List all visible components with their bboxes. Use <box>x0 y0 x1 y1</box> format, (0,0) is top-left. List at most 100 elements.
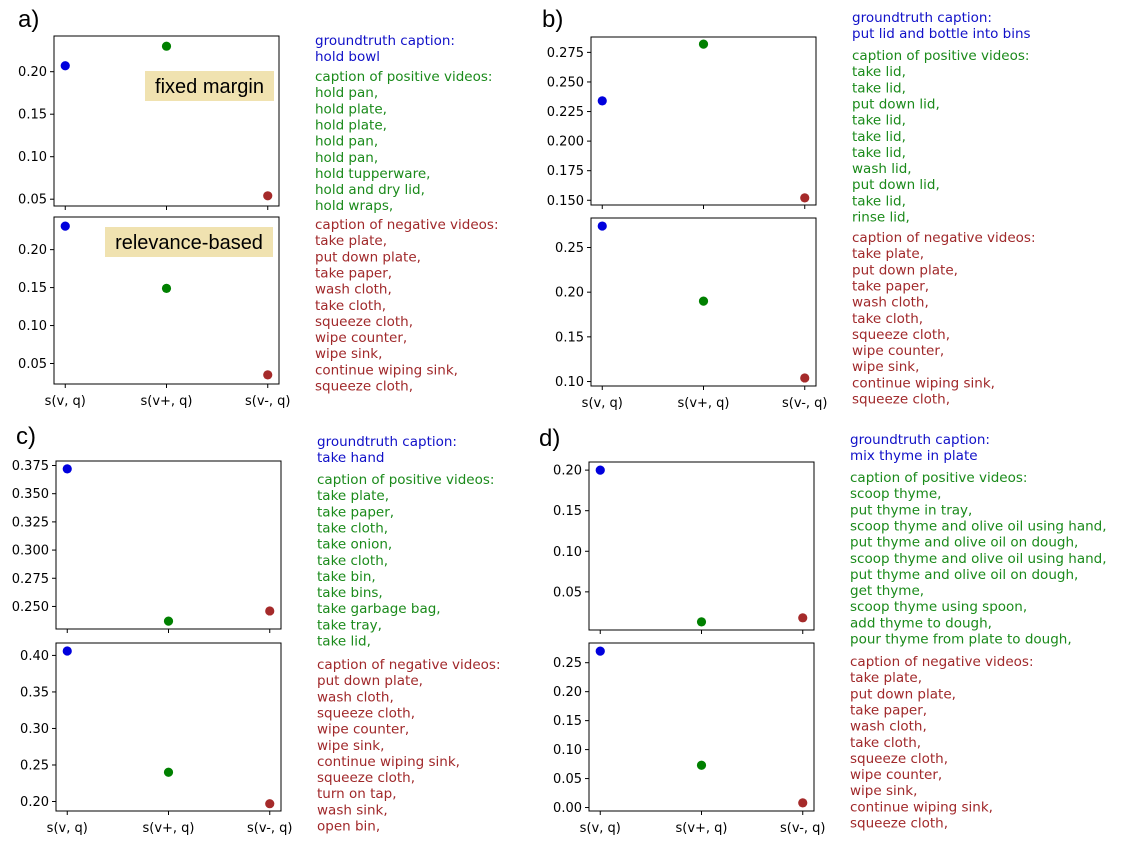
caption-block: groundtruth caption:take hand caption of … <box>317 434 501 835</box>
data-point <box>263 370 273 380</box>
data-point <box>62 464 72 474</box>
negative-header: caption of negative videos: <box>850 654 1034 670</box>
y-tick-label: 0.25 <box>553 656 582 671</box>
negative-caption: wash cloth, <box>315 282 392 298</box>
y-tick-label: 0.225 <box>547 105 584 120</box>
negative-caption: wipe sink, <box>315 346 382 362</box>
y-tick-label: 0.20 <box>555 286 584 301</box>
positive-caption: hold tupperware, <box>315 166 430 182</box>
positive-caption: get thyme, <box>850 583 924 599</box>
y-tick-label: 0.30 <box>20 722 49 737</box>
data-point <box>798 798 808 808</box>
chart-1: 0.05 0.10 0.15 0.20 fixed margin <box>18 35 280 210</box>
positive-caption: take onion, <box>317 537 392 553</box>
positive-caption: take bins, <box>317 585 383 601</box>
negative-caption: squeeze cloth, <box>852 327 950 343</box>
data-point <box>698 296 709 306</box>
negative-caption: continue wiping sink, <box>315 362 458 378</box>
negative-caption: squeeze cloth, <box>850 816 948 832</box>
x-tick-label: s(v, q) <box>45 394 86 409</box>
negative-caption: squeeze cloth, <box>315 314 413 330</box>
negative-caption: take plate, <box>850 670 922 686</box>
y-tick-label: 0.350 <box>12 487 49 502</box>
y-tick-label: 0.250 <box>547 75 584 90</box>
y-tick-label: 0.05 <box>553 772 582 787</box>
groundtruth-caption: take hand <box>317 450 384 466</box>
x-tick-label: s(v-, q) <box>782 396 827 411</box>
negative-header: caption of negative videos: <box>315 217 499 233</box>
groundtruth-header: groundtruth caption: <box>317 434 457 450</box>
y-tick-label: 0.150 <box>547 194 584 209</box>
data-point <box>595 646 605 656</box>
data-point <box>800 193 810 203</box>
negative-caption: put down plate, <box>850 686 956 702</box>
negative-caption: take plate, <box>852 246 924 262</box>
plot-frame <box>590 36 817 206</box>
plot-frame <box>53 35 280 207</box>
y-tick-label: 0.275 <box>547 46 584 61</box>
positive-caption: hold wraps, <box>315 198 393 214</box>
groundtruth-caption: hold bowl <box>315 49 380 65</box>
positive-caption: hold pan, <box>315 134 378 150</box>
data-point <box>696 617 707 627</box>
positive-caption: take lid, <box>852 145 906 161</box>
positive-caption: take lid, <box>852 113 906 129</box>
positive-caption: hold pan, <box>315 85 378 101</box>
panel-label: a) <box>18 6 39 33</box>
caption-block: groundtruth caption:mix thyme in plate ca… <box>850 432 1107 832</box>
y-tick-label: 0.05 <box>18 357 47 372</box>
negative-caption: take cloth, <box>850 735 921 751</box>
data-point <box>161 283 172 293</box>
plot-frame <box>55 642 282 812</box>
x-tick-label: s(v, q) <box>580 821 621 836</box>
chart-2: 0.05 0.10 0.15 0.20 s(v, q) s(v+, q) s(v-, q) r… <box>18 216 290 409</box>
positive-caption: take lid, <box>852 193 906 209</box>
positive-caption: take lid, <box>852 80 906 96</box>
positive-caption: take garbage bag, <box>317 601 441 617</box>
x-tick-label: s(v-, q) <box>780 821 825 836</box>
positive-caption: hold and dry lid, <box>315 182 425 198</box>
positive-header: caption of positive videos: <box>850 470 1027 486</box>
positive-caption: take lid, <box>317 634 371 650</box>
groundtruth-caption: put lid and bottle into bins <box>852 26 1031 42</box>
negative-caption: take plate, <box>315 233 387 249</box>
positive-caption: put thyme and olive oil on dough, <box>850 535 1078 551</box>
negative-caption: open bin, <box>317 819 380 835</box>
positive-caption: hold plate, <box>315 117 387 133</box>
annotation-label: fixed margin <box>155 76 264 98</box>
negative-caption: wipe counter, <box>317 722 409 738</box>
x-tick-label: s(v+, q) <box>675 821 727 836</box>
negative-caption: take paper, <box>315 265 392 281</box>
data-point <box>60 221 70 231</box>
y-tick-label: 0.25 <box>20 758 49 773</box>
chart-7: 0.05 0.10 0.15 0.20 <box>553 461 815 634</box>
positive-caption: take lid, <box>852 64 906 80</box>
positive-caption: take tray, <box>317 617 382 633</box>
y-tick-label: 0.15 <box>553 714 582 729</box>
positive-caption: take lid, <box>852 129 906 145</box>
y-tick-label: 0.10 <box>18 150 47 165</box>
annotation-label: relevance-based <box>115 232 263 254</box>
negative-header: caption of negative videos: <box>317 657 501 673</box>
negative-caption: wipe sink, <box>850 783 917 799</box>
negative-caption: squeeze cloth, <box>317 705 415 721</box>
positive-caption: scoop thyme using spoon, <box>850 599 1027 615</box>
positive-caption: hold plate, <box>315 101 387 117</box>
panel-label: d) <box>539 425 560 452</box>
y-tick-label: 0.15 <box>553 504 582 519</box>
positive-caption: add thyme to dough, <box>850 615 992 631</box>
positive-header: caption of positive videos: <box>852 48 1029 64</box>
groundtruth-header: groundtruth caption: <box>850 432 990 448</box>
data-point <box>597 96 607 106</box>
negative-caption: wash cloth, <box>850 719 927 735</box>
data-point <box>263 191 273 201</box>
negative-caption: put down plate, <box>317 673 423 689</box>
y-tick-label: 0.15 <box>18 108 47 123</box>
y-tick-label: 0.05 <box>553 585 582 600</box>
negative-caption: wash cloth, <box>852 295 929 311</box>
groundtruth-header: groundtruth caption: <box>852 10 992 26</box>
data-point <box>62 646 72 656</box>
y-tick-label: 0.200 <box>547 135 584 150</box>
y-tick-label: 0.40 <box>20 649 49 664</box>
data-point <box>163 616 174 626</box>
